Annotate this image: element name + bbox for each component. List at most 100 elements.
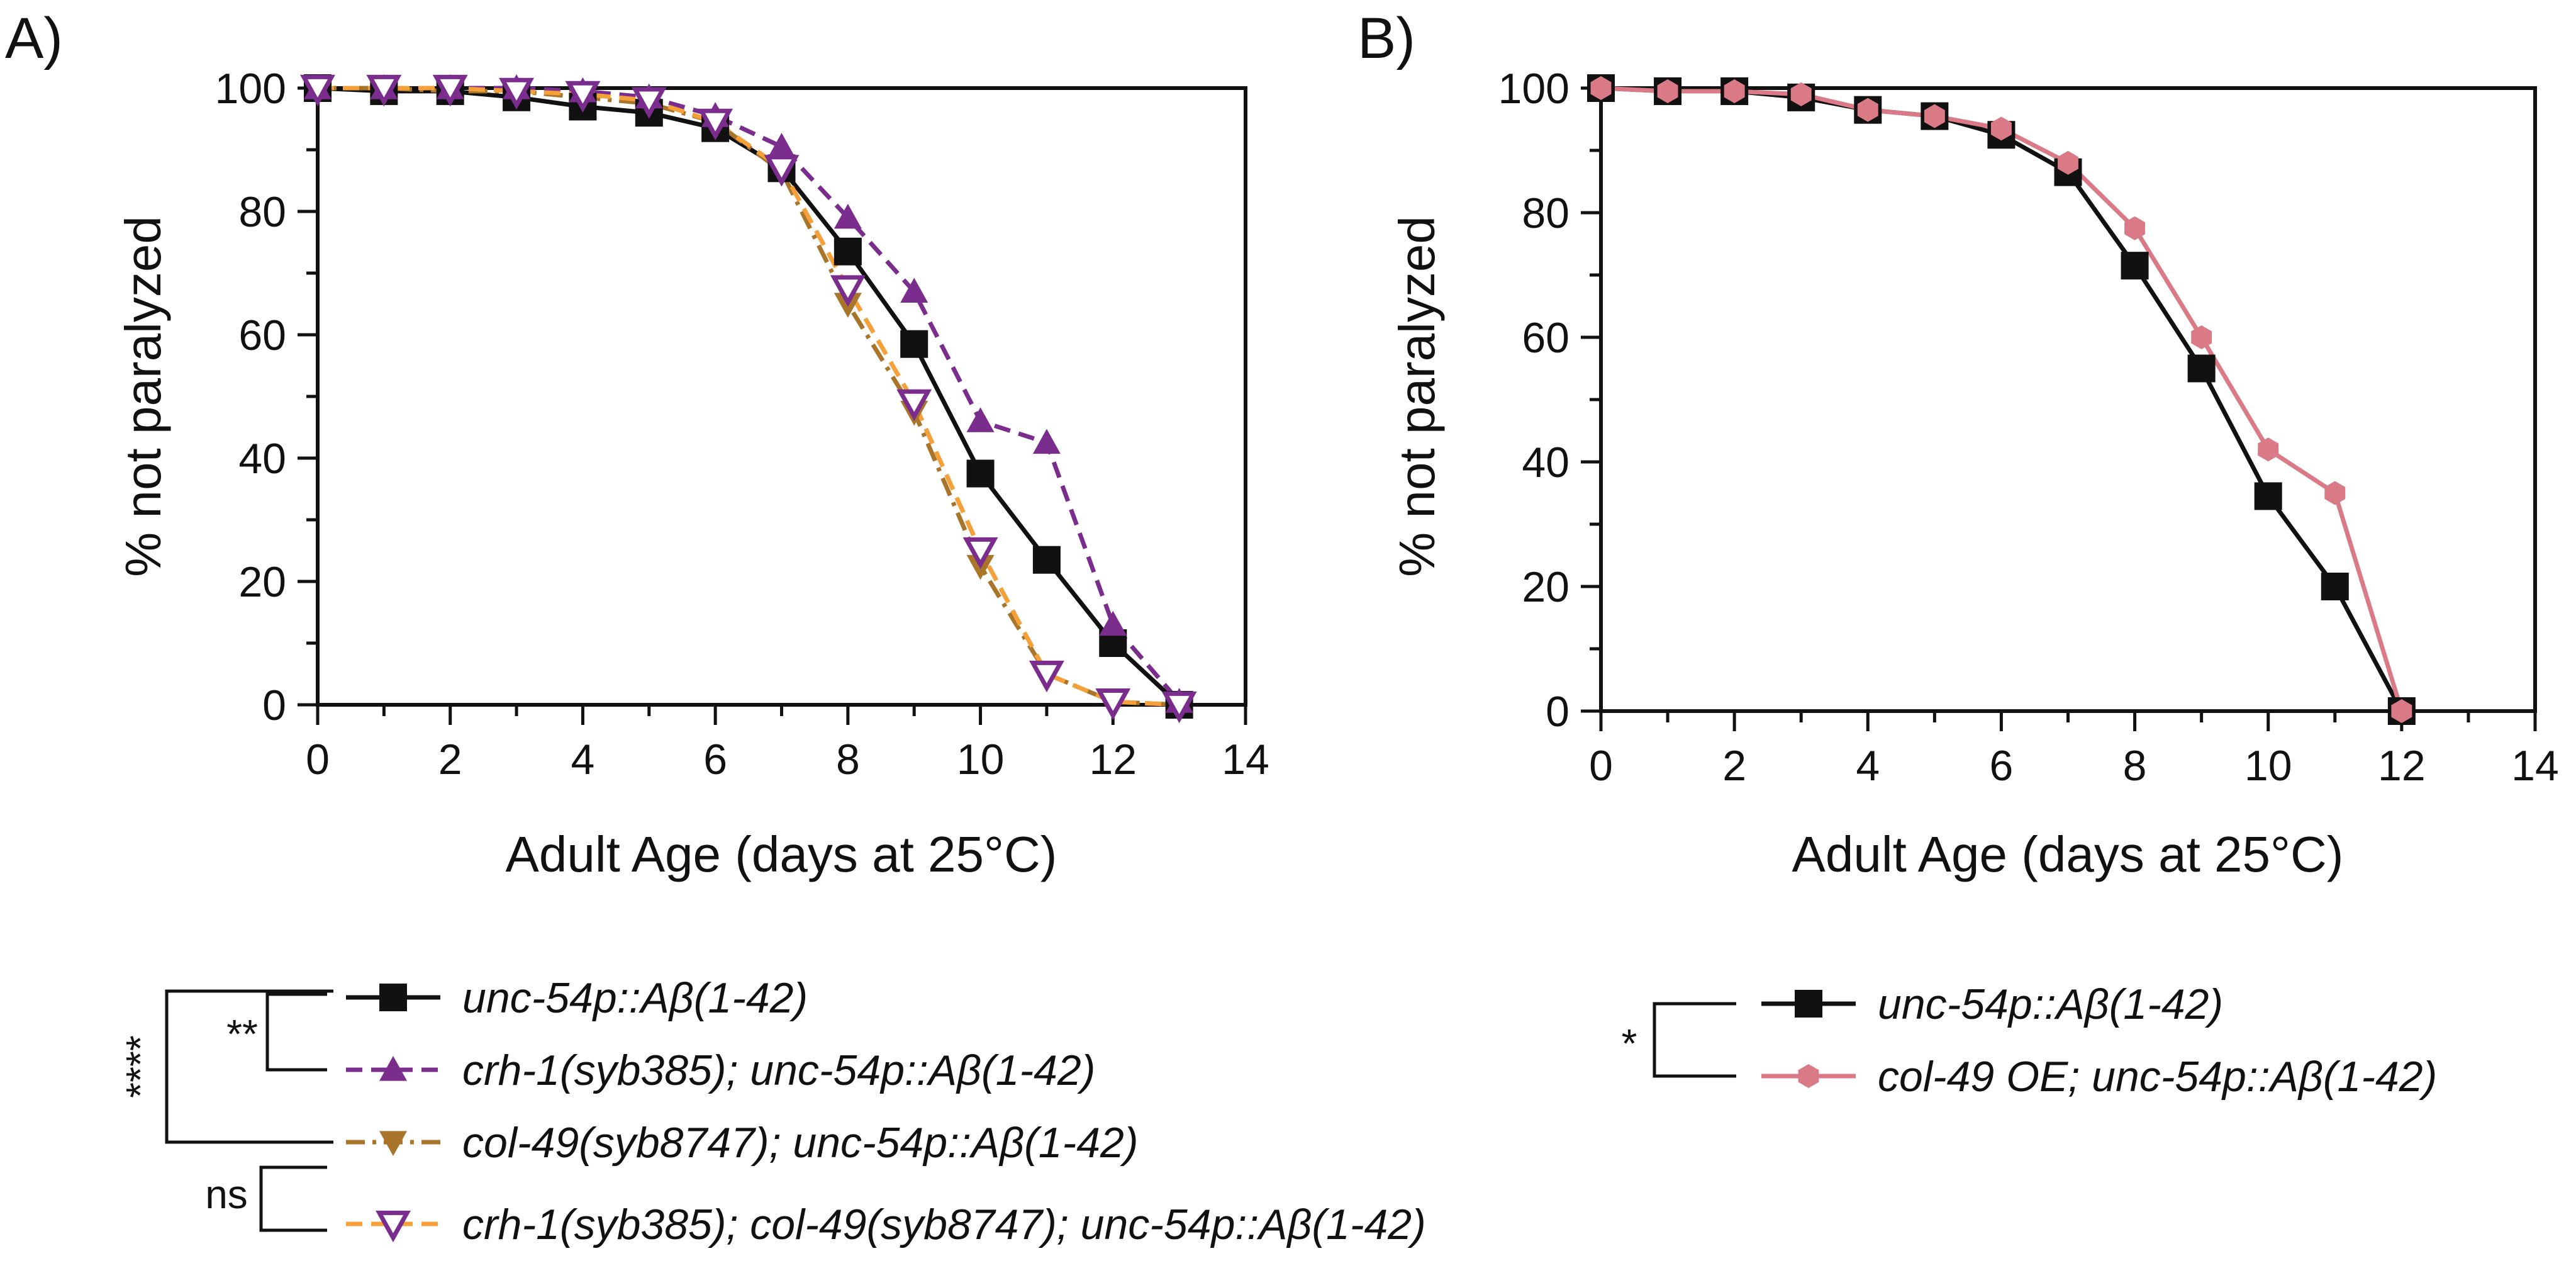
panel-a-legend: unc-54p::Aβ(1-42) crh-1(syb385); unc-54p…	[118, 974, 1426, 1248]
legend-b-entry-2: col-49 OE; unc-54p::Aβ(1-42)	[1761, 1053, 2437, 1101]
panel-0-series-3-point	[830, 275, 866, 307]
panel-0-series-1-point	[1099, 610, 1127, 636]
panel-1-x-tick-label: 12	[2378, 742, 2426, 790]
panel-0-x-tick-label: 8	[836, 736, 860, 783]
panel-1-series-0-point	[2254, 482, 2282, 510]
panel-1-series-1-point	[1724, 79, 1745, 103]
legend-a-label-1: unc-54p::Aβ(1-42)	[462, 974, 808, 1022]
panel-1-y-tick-label: 100	[1498, 65, 1570, 113]
panel-0-x-tick-label: 4	[571, 736, 595, 783]
sig-label-ns: ns	[205, 1172, 248, 1217]
panel-0-y-tick-label: 20	[238, 558, 286, 606]
panel-1-series-1-point	[2058, 150, 2078, 175]
panel-0-y-tick-label: 100	[215, 65, 286, 113]
panel-0-y-tick-label: 80	[238, 188, 286, 236]
panel-1-series-1-point	[2124, 216, 2146, 240]
legend-0-marker-3	[376, 1210, 411, 1243]
panel-0-x-tick-label: 12	[1089, 736, 1137, 783]
panel-0-series-0-point	[900, 330, 928, 358]
panel-1-y-tick-label: 60	[1522, 314, 1570, 362]
panel-b-label: B)	[1358, 6, 1415, 70]
panel-a-label: A)	[5, 6, 63, 70]
panel-0-x-tick-label: 10	[957, 736, 1005, 783]
panel-1-x-tick-label: 0	[1589, 742, 1613, 790]
panel-1-x-tick-label: 10	[2244, 742, 2292, 790]
panel-b-legend: unc-54p::Aβ(1-42) col-49 OE; unc-54p::Aβ…	[1622, 980, 2438, 1101]
panel-0-series-1-point	[767, 133, 796, 158]
panel-0-y-tick-label: 60	[238, 311, 286, 359]
panel-b-ticks: 0 2 4 6 8 10 12 14 0 20 40 60 80 100	[1498, 65, 2559, 790]
panel-1-x-tick-label: 14	[2511, 742, 2559, 790]
panel-0-series-1-line	[318, 86, 1181, 704]
sig-label-single-star: *	[1622, 1021, 1637, 1066]
panel-0-series-3-point	[896, 389, 932, 422]
panel-0-series-0-point	[1032, 546, 1061, 574]
panel-1-y-tick-label: 40	[1522, 439, 1570, 486]
legend-a-entry-1: unc-54p::Aβ(1-42)	[346, 974, 808, 1022]
panel-0-series-1-point	[966, 407, 995, 432]
panel-1-y-tick-label: 80	[1522, 189, 1570, 237]
panel-0-series-3-point	[698, 108, 733, 141]
panel-0-x-tick-label: 14	[1222, 736, 1269, 783]
panel-a-x-axis-title: Adult Age (days at 25°C)	[506, 826, 1057, 882]
panel-a-ticks: 0 2 4 6 8 10 12 14 0 20 40 60 80 100	[215, 65, 1269, 783]
panel-1-series-1-point	[1790, 82, 1812, 106]
panel-1-series-1-point	[1657, 79, 1678, 103]
panel-1-y-tick-label: 20	[1522, 563, 1570, 611]
panel-0-x-tick-label: 6	[703, 736, 727, 783]
panel-b-y-axis-title: % not paralyzed	[1389, 216, 1445, 577]
panel-a-series	[300, 74, 1197, 724]
panel-1-series-1-point	[2258, 437, 2279, 462]
legend-a-entry-3: col-49(syb8747); unc-54p::Aβ(1-42)	[346, 1119, 1139, 1167]
panel-0-series-3-point	[1029, 660, 1064, 693]
bracket-unc54-vs-col49oe	[1653, 1002, 1736, 1078]
panel-0-series-3-point	[366, 74, 402, 107]
panel-1-x-tick-label: 2	[1722, 742, 1746, 790]
bracket-col49-vs-double	[259, 1165, 327, 1232]
legend-a-label-3: col-49(syb8747); unc-54p::Aβ(1-42)	[462, 1119, 1139, 1167]
panel-1-series-1-point	[2324, 481, 2346, 505]
panel-0-series-3-point	[432, 74, 468, 107]
panel-0-x-tick-label: 0	[306, 736, 330, 783]
panel-0-series-3-point	[1095, 688, 1131, 721]
panel-0-series-1-point	[834, 203, 862, 229]
panel-a-chart: A) 0 2 4 6 8 10 12 14 0 20 40 60 80 100 Adult Age (da…	[5, 6, 1269, 882]
legend-b-entry-1: unc-54p::Aβ(1-42)	[1761, 980, 2223, 1028]
panel-0-x-tick-label: 2	[438, 736, 462, 783]
legend-1-marker-1	[1798, 1064, 1819, 1088]
panel-b-series	[1587, 74, 2416, 725]
panel-1-y-tick-label: 0	[1546, 688, 1570, 736]
legend-b-label-2: col-49 OE; unc-54p::Aβ(1-42)	[1878, 1053, 2437, 1101]
panel-1-series-1-point	[2191, 325, 2212, 349]
panel-1-series-0-point	[2187, 354, 2216, 383]
panel-1-series-1-point	[2391, 699, 2412, 723]
panel-0-y-tick-label: 0	[262, 682, 286, 729]
panel-1-series-1-point	[1857, 98, 1878, 122]
panel-1-series-1-point	[1924, 104, 1945, 128]
legend-0-marker-0	[379, 984, 407, 1011]
panel-0-series-3-point	[1161, 691, 1197, 724]
legend-a-entry-4: crh-1(syb385); col-49(syb8747); unc-54p:…	[346, 1201, 1426, 1248]
panel-0-series-0-point	[834, 237, 862, 266]
legend-0-marker-1	[379, 1056, 407, 1081]
panel-0-series-1-point	[900, 278, 928, 303]
panel-1-series-0-point	[2321, 573, 2349, 600]
panel-a-y-axis-title: % not paralyzed	[115, 216, 171, 577]
legend-a-label-4: crh-1(syb385); col-49(syb8747); unc-54p:…	[462, 1201, 1426, 1248]
panel-1-series-1-point	[1590, 76, 1612, 100]
panel-0-series-3-line	[318, 86, 1179, 707]
panel-0-series-3-point	[300, 74, 335, 107]
panel-1-series-1-point	[1990, 116, 2012, 141]
panel-1-x-tick-label: 8	[2123, 742, 2147, 790]
panel-0-series-3-point	[962, 537, 998, 569]
panel-1-x-tick-label: 6	[1990, 742, 2014, 790]
panel-1-series-0-point	[2121, 252, 2149, 280]
sig-label-double-star: **	[226, 1011, 258, 1057]
panel-b-x-axis-title: Adult Age (days at 25°C)	[1792, 826, 2344, 882]
panel-0-series-1-point	[1032, 429, 1061, 454]
panel-0-series-3-point	[499, 77, 535, 110]
panel-0-series-0-point	[966, 459, 995, 488]
panel-0-y-tick-label: 40	[238, 435, 286, 483]
sig-label-quad-star: ****	[118, 1035, 163, 1098]
